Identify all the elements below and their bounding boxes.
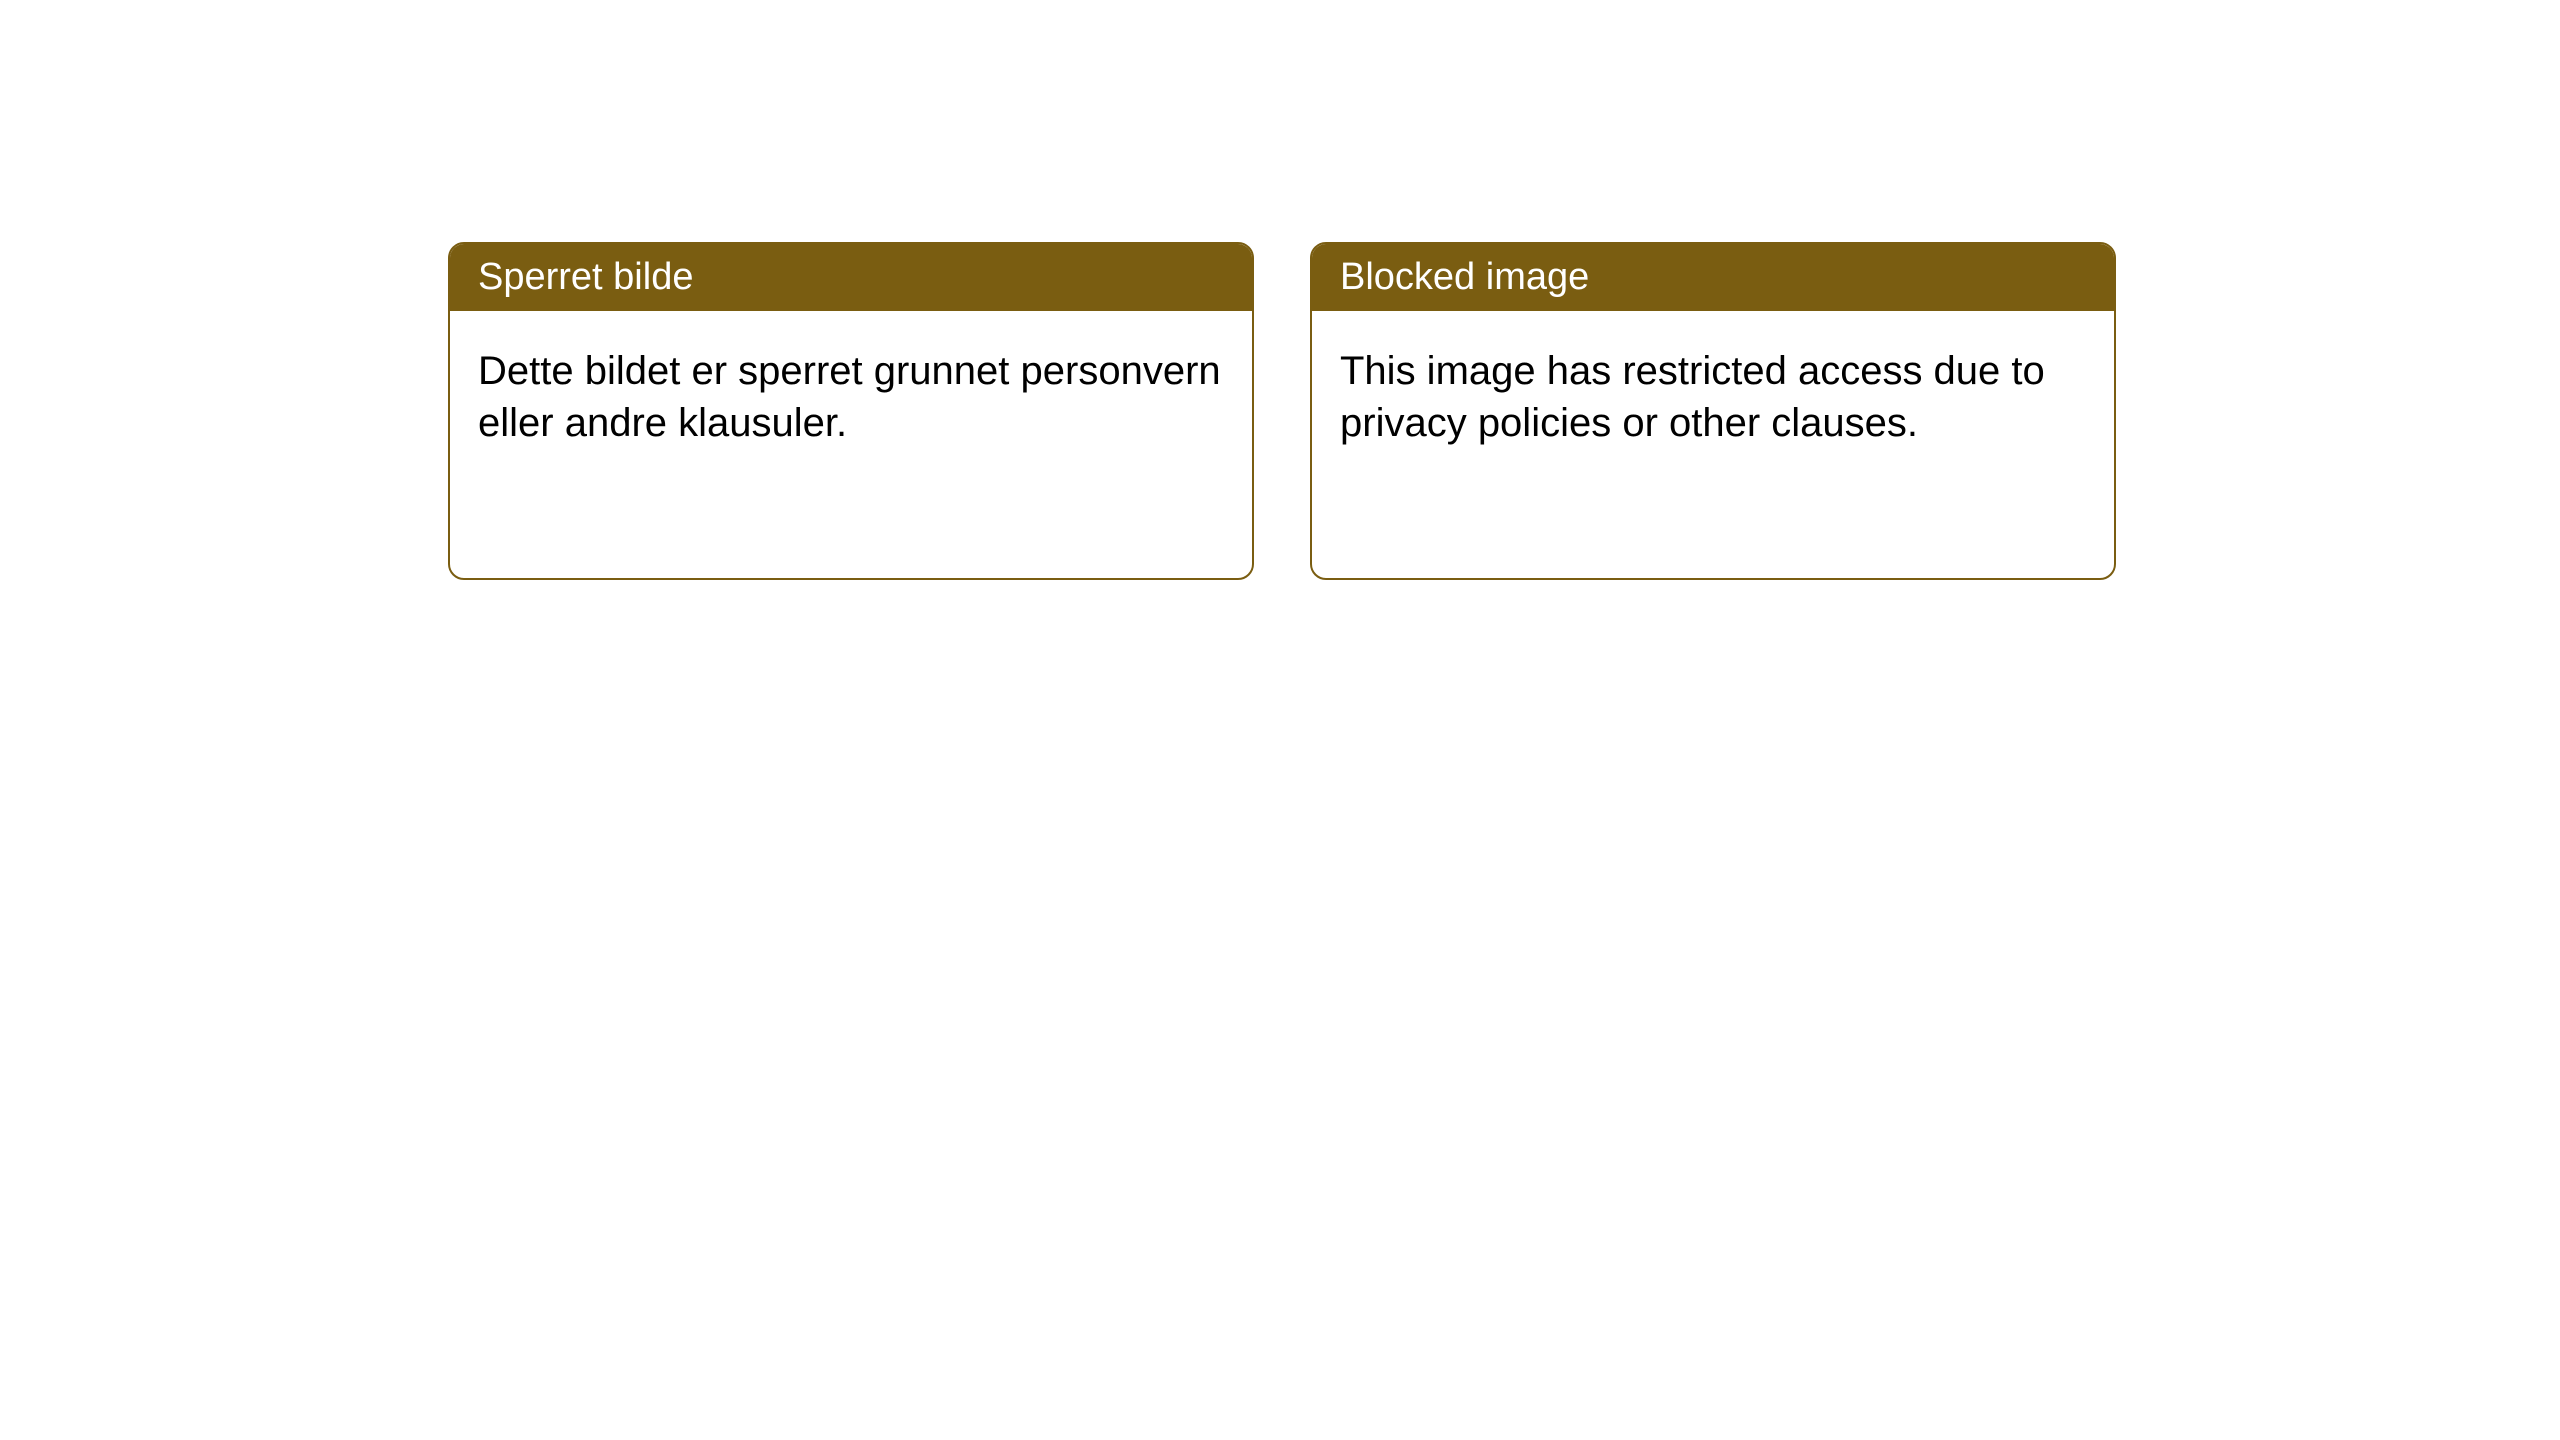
notice-box-english: Blocked image This image has restricted … [1310,242,2116,580]
notice-body: Dette bildet er sperret grunnet personve… [450,311,1252,483]
notice-title: Sperret bilde [478,256,693,298]
notice-box-norwegian: Sperret bilde Dette bildet er sperret gr… [448,242,1254,580]
notice-container: Sperret bilde Dette bildet er sperret gr… [0,0,2560,580]
notice-body-text: Dette bildet er sperret grunnet personve… [478,349,1221,445]
notice-header: Blocked image [1312,244,2114,311]
notice-header: Sperret bilde [450,244,1252,311]
notice-title: Blocked image [1340,256,1589,298]
notice-body-text: This image has restricted access due to … [1340,349,2045,445]
notice-body: This image has restricted access due to … [1312,311,2114,483]
